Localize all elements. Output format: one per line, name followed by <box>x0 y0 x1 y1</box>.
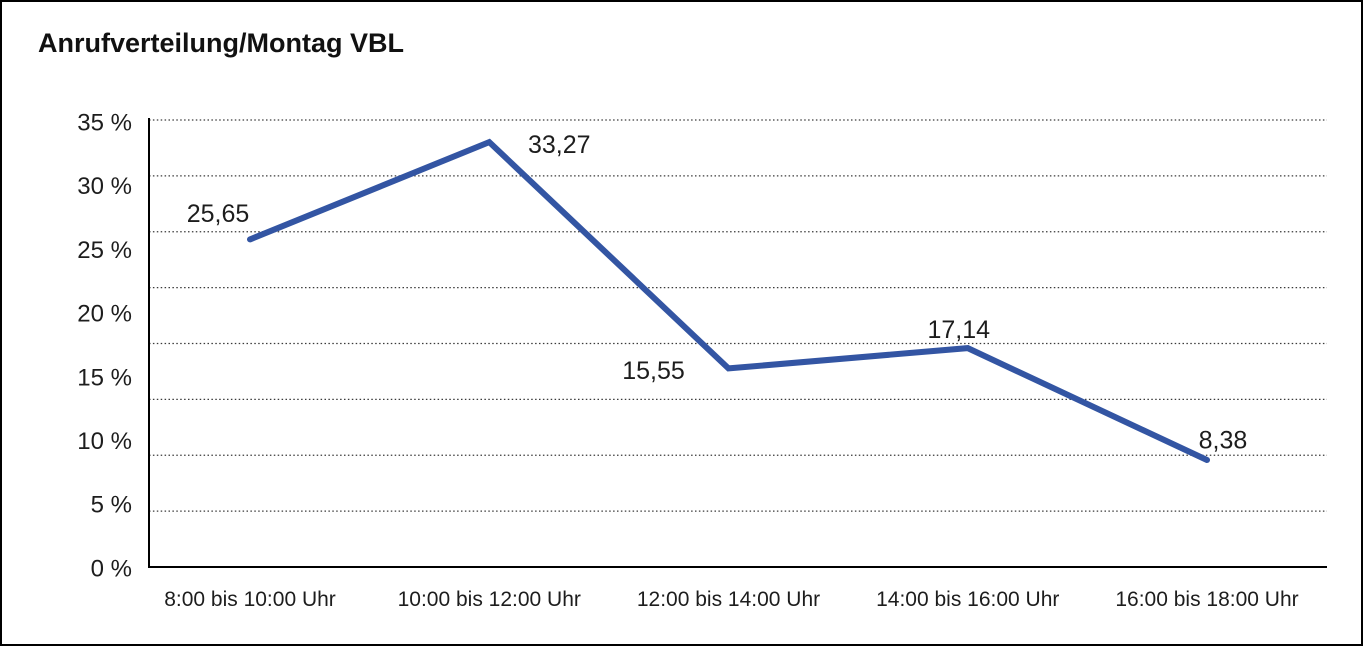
chart-title: Anrufverteilung/Montag VBL <box>38 28 404 58</box>
x-axis-category-label: 12:00 bis 14:00 Uhr <box>637 588 820 611</box>
data-series-line <box>247 138 1210 463</box>
data-point-value-label: 17,14 <box>927 316 990 344</box>
y-axis-tick-label: 0 % <box>91 555 132 582</box>
x-axis-category-label: 16:00 bis 18:00 Uhr <box>1115 588 1298 611</box>
data-point-value-label: 15,55 <box>622 357 685 385</box>
y-axis-tick-label: 35 % <box>77 109 132 136</box>
x-axis-category-label: 14:00 bis 16:00 Uhr <box>876 588 1059 611</box>
y-axis-tick-label: 20 % <box>77 301 132 328</box>
axis-lines <box>148 118 1327 568</box>
y-axis-tick-label: 30 % <box>77 173 132 200</box>
x-axis-category-label: 10:00 bis 12:00 Uhr <box>398 588 581 611</box>
y-axis-tick-label: 5 % <box>91 492 132 519</box>
y-axis-tick-label: 25 % <box>77 237 132 264</box>
data-point-value-label: 8,38 <box>1199 427 1248 455</box>
data-point-value-label: 25,65 <box>187 200 250 228</box>
data-point-value-label: 33,27 <box>528 131 591 159</box>
x-axis-category-label: 8:00 bis 10:00 Uhr <box>164 588 336 611</box>
y-axis-tick-label: 15 % <box>77 364 132 391</box>
y-axis-tick-label: 10 % <box>77 428 132 455</box>
